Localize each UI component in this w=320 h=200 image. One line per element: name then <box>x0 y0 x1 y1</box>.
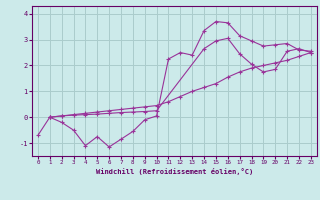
X-axis label: Windchill (Refroidissement éolien,°C): Windchill (Refroidissement éolien,°C) <box>96 168 253 175</box>
